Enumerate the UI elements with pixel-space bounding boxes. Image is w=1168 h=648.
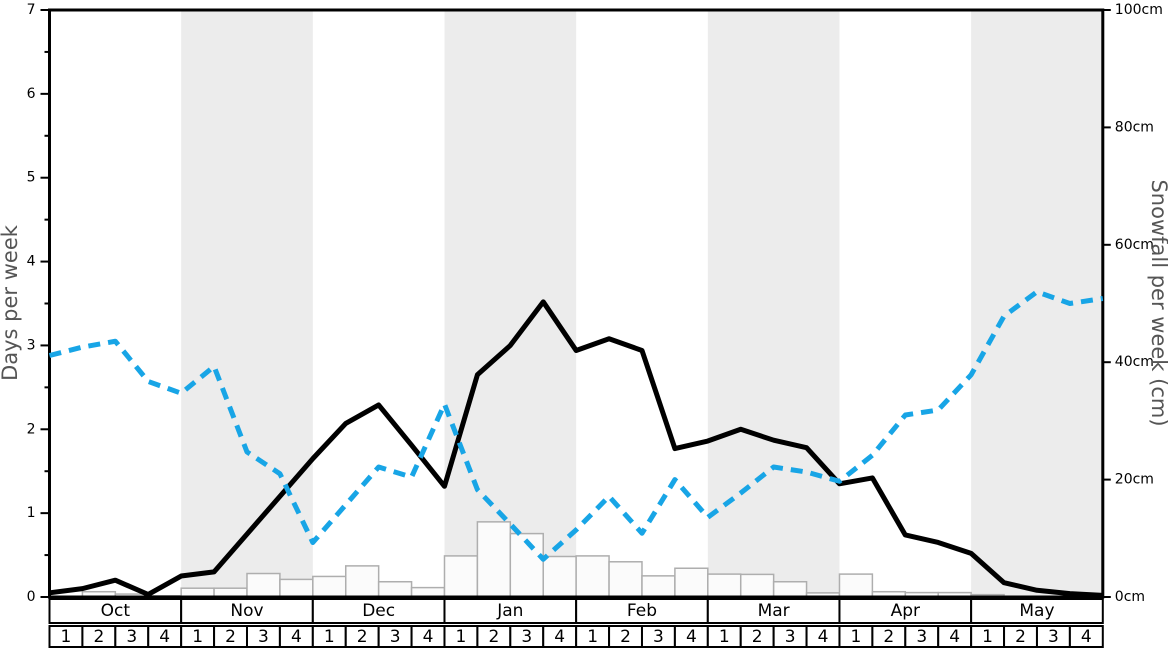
week-number-label: 1 bbox=[982, 627, 993, 647]
snowfall-bar bbox=[476, 521, 512, 598]
month-band-mar bbox=[707, 10, 840, 597]
left-axis-tick-label: 0 bbox=[27, 589, 36, 605]
week-number-label: 2 bbox=[488, 627, 499, 647]
snowfall-bar bbox=[246, 572, 281, 598]
left-axis-title: Days per week bbox=[0, 224, 22, 381]
month-label: Jan bbox=[496, 601, 523, 621]
left-axis-tick-label: 6 bbox=[27, 86, 36, 102]
week-number-label: 4 bbox=[291, 627, 302, 647]
month-cell-dec bbox=[311, 598, 446, 624]
week-number-label: 4 bbox=[1081, 627, 1092, 647]
week-number-label: 3 bbox=[126, 627, 137, 647]
snowfall-bar bbox=[772, 580, 808, 598]
week-number-label: 4 bbox=[159, 627, 170, 647]
month-label: Nov bbox=[230, 601, 263, 621]
snowfall-bar bbox=[838, 573, 874, 598]
right-axis-tick-label: 100cm bbox=[1115, 2, 1163, 18]
week-number-label: 3 bbox=[916, 627, 927, 647]
snowfall-bar bbox=[279, 578, 314, 598]
lines-layer bbox=[48, 289, 1104, 598]
month-cell-feb bbox=[575, 598, 709, 624]
week-number-label: 1 bbox=[324, 627, 335, 647]
week-number-label: 2 bbox=[93, 627, 104, 647]
snowfall-bar bbox=[674, 567, 709, 598]
week-number-label: 2 bbox=[1015, 627, 1026, 647]
week-number-label: 2 bbox=[752, 627, 763, 647]
week-number-label: 1 bbox=[587, 627, 598, 647]
month-cell-apr bbox=[838, 598, 973, 624]
right-axis-tick-label: 80cm bbox=[1115, 119, 1154, 135]
week-number-label: 3 bbox=[521, 627, 532, 647]
snowfall-bar bbox=[344, 565, 380, 598]
right-axis-tick-label: 40cm bbox=[1115, 354, 1154, 370]
week-number-label: 4 bbox=[949, 627, 960, 647]
axis-ticks-layer: 0 1 2 3 4 5 6 7 0cm 20cm 40cm 60cm 80cm 100cm bbox=[27, 2, 1163, 605]
snowfall-bar bbox=[739, 573, 775, 598]
week-number-label: 3 bbox=[258, 627, 269, 647]
month-label: Apr bbox=[891, 601, 920, 621]
right-axis-tick-label: 0cm bbox=[1115, 589, 1145, 605]
right-axis-title: Snowfall per week (cm) bbox=[1147, 179, 1168, 426]
week-number-label: 2 bbox=[357, 627, 368, 647]
week-number-label: 2 bbox=[225, 627, 236, 647]
week-number-label: 1 bbox=[192, 627, 203, 647]
week-number-label: 2 bbox=[620, 627, 631, 647]
week-number-label: 1 bbox=[851, 627, 862, 647]
week-number-label: 3 bbox=[785, 627, 796, 647]
week-number-label: 4 bbox=[423, 627, 434, 647]
month-band-may bbox=[971, 10, 1103, 597]
month-label: Oct bbox=[101, 601, 131, 621]
left-axis-tick-label: 2 bbox=[27, 421, 36, 437]
month-cell-may bbox=[970, 598, 1104, 624]
snowfall-bar bbox=[608, 561, 643, 598]
month-label: Dec bbox=[362, 601, 395, 621]
month-band-nov bbox=[181, 10, 313, 597]
snowfall-bar bbox=[377, 580, 413, 598]
snowfall-bar bbox=[641, 575, 676, 598]
month-label: May bbox=[1019, 601, 1054, 621]
snowfall-bar bbox=[707, 573, 742, 598]
snowfall-bar bbox=[575, 555, 610, 598]
month-cell-jan bbox=[443, 598, 578, 624]
snowfall-bars-layer bbox=[81, 521, 1005, 598]
week-number-label: 4 bbox=[818, 627, 829, 647]
month-label: Feb bbox=[627, 601, 657, 621]
month-week-table-layer: Oct 1 2 3 4 Nov 1 2 3 4 Dec 1 2 3 4 Jan 1 2 3 4 Feb 1 2 3 4 Mar 1 2… bbox=[48, 598, 1104, 648]
left-axis-tick-label: 1 bbox=[27, 505, 36, 521]
week-cell bbox=[1068, 625, 1104, 648]
week-number-label: 3 bbox=[390, 627, 401, 647]
week-number-label: 3 bbox=[1048, 627, 1059, 647]
snowfall-days-per-week-line bbox=[49, 299, 1103, 598]
month-label: Mar bbox=[758, 601, 790, 621]
left-axis-tick-label: 5 bbox=[27, 170, 36, 186]
month-band-jan bbox=[444, 10, 577, 597]
week-number-label: 1 bbox=[61, 627, 72, 647]
right-axis-tick-label: 20cm bbox=[1115, 472, 1154, 488]
week-number-label: 4 bbox=[554, 627, 565, 647]
week-number-label: 2 bbox=[883, 627, 894, 647]
right-axis-tick-label: 60cm bbox=[1115, 237, 1154, 253]
secondary-dashed-line-line bbox=[48, 289, 1104, 562]
left-axis-tick-label: 4 bbox=[27, 254, 36, 270]
week-number-label: 3 bbox=[653, 627, 664, 647]
snowfall-bar bbox=[542, 555, 577, 598]
week-number-label: 1 bbox=[719, 627, 730, 647]
left-axis-tick-label: 7 bbox=[27, 2, 36, 18]
month-cell-nov bbox=[180, 598, 314, 624]
left-axis-tick-label: 3 bbox=[27, 337, 36, 353]
snowfall-bar bbox=[443, 555, 479, 598]
week-number-label: 4 bbox=[686, 627, 697, 647]
month-bands-layer bbox=[181, 10, 1103, 597]
week-number-label: 1 bbox=[456, 627, 467, 647]
snowfall-bar bbox=[312, 575, 347, 598]
